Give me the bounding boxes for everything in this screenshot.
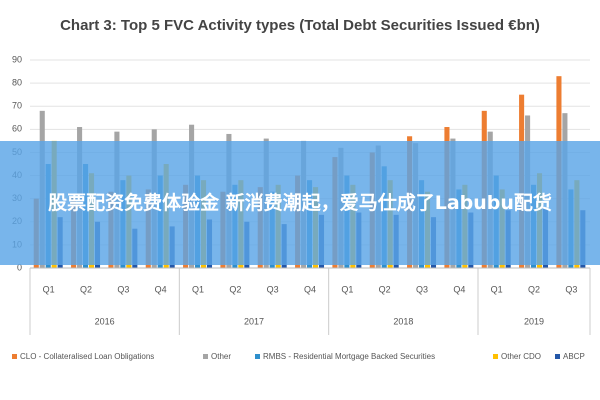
y-tick-label: 90 xyxy=(12,54,22,64)
legend-label: Other CDO xyxy=(501,352,541,361)
x-tick-label: Q2 xyxy=(80,284,92,294)
legend-swatch xyxy=(203,354,208,359)
legend-label: Other xyxy=(211,352,231,361)
y-tick-label: 80 xyxy=(12,77,22,87)
legend-swatch xyxy=(493,354,498,359)
x-tick-label: Q3 xyxy=(117,284,129,294)
y-tick-label: 70 xyxy=(12,101,22,111)
legend-label: CLO - Collateralised Loan Obligations xyxy=(20,352,154,361)
x-tick-label: Q4 xyxy=(304,284,316,294)
x-tick-label: Q2 xyxy=(379,284,391,294)
group-label: 2017 xyxy=(244,316,264,326)
group-label: 2019 xyxy=(524,316,544,326)
x-tick-label: Q1 xyxy=(341,284,353,294)
legend-swatch xyxy=(255,354,260,359)
x-tick-label: Q4 xyxy=(453,284,465,294)
legend-label: RMBS - Residential Mortgage Backed Secur… xyxy=(263,352,435,361)
group-label: 2018 xyxy=(393,316,413,326)
chart-title: Chart 3: Top 5 FVC Activity types (Total… xyxy=(60,17,540,34)
x-tick-label: Q1 xyxy=(192,284,204,294)
x-tick-label: Q3 xyxy=(565,284,577,294)
x-tick-label: Q2 xyxy=(528,284,540,294)
overlay-banner: 股票配资免费体验金 新消费潮起，爱马仕成了Labubu配货 xyxy=(0,141,600,265)
x-tick-label: Q3 xyxy=(416,284,428,294)
x-tick-label: Q1 xyxy=(43,284,55,294)
legend-swatch xyxy=(555,354,560,359)
legend-swatch xyxy=(12,354,17,359)
legend-label: ABCP xyxy=(563,352,585,361)
x-tick-label: Q4 xyxy=(155,284,167,294)
x-tick-label: Q2 xyxy=(229,284,241,294)
y-tick-label: 60 xyxy=(12,124,22,134)
x-tick-label: Q3 xyxy=(267,284,279,294)
group-label: 2016 xyxy=(95,316,115,326)
y-tick-label: 0 xyxy=(17,262,22,272)
overlay-text: 股票配资免费体验金 新消费潮起，爱马仕成了Labubu配货 xyxy=(48,192,552,214)
x-tick-label: Q1 xyxy=(491,284,503,294)
